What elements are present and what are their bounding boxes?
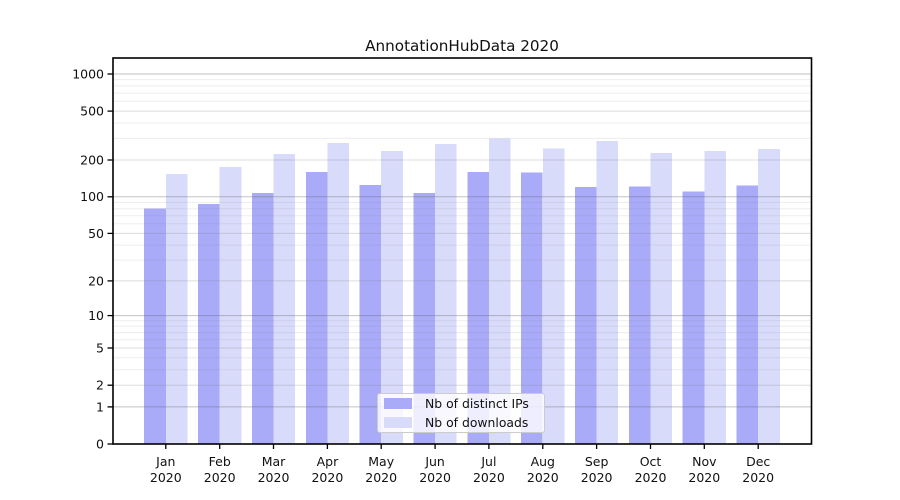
x-tick-label-year: 2020 (688, 470, 720, 485)
bar-downloads-jan[interactable] (165, 174, 188, 444)
x-tick-label-year: 2020 (473, 470, 505, 485)
y-tick-label: 500 (80, 104, 104, 119)
x-tick-label-month: Apr (317, 454, 339, 469)
x-tick-label-year: 2020 (258, 470, 290, 485)
legend-item-downloads: Nb of downloads (378, 414, 544, 431)
y-tick-label: 10 (88, 308, 104, 323)
x-tick-label-year: 2020 (527, 470, 559, 485)
bar-distinct-ips-aug[interactable] (521, 172, 543, 445)
bar-downloads-dec[interactable] (758, 148, 780, 444)
x-tick-label-month: Oct (640, 454, 662, 469)
x-tick-label-month: Dec (746, 454, 770, 469)
bar-distinct-ips-jun[interactable] (413, 192, 435, 444)
x-tick-label-year: 2020 (204, 470, 236, 485)
x-tick-label-year: 2020 (581, 470, 613, 485)
x-tick-label-month: Jan (155, 454, 175, 469)
y-tick-label: 1 (96, 399, 104, 414)
x-tick-label-year: 2020 (365, 470, 397, 485)
chart-title: AnnotationHubData 2020 (365, 37, 559, 55)
bar-downloads-may[interactable] (381, 150, 403, 444)
legend-label-downloads: Nb of downloads (425, 414, 529, 430)
legend: Nb of distinct IPs Nb of downloads (377, 393, 545, 433)
x-tick-label-month: Feb (209, 454, 231, 469)
x-tick-label-month: Mar (262, 454, 286, 469)
x-tick-label-year: 2020 (742, 470, 774, 485)
x-tick-label-month: Nov (692, 454, 717, 469)
y-tick-label: 200 (80, 152, 104, 167)
x-tick-label-year: 2020 (150, 470, 182, 485)
y-tick-label: 5 (96, 340, 104, 355)
x-tick-label-month: Sep (585, 454, 609, 469)
legend-label-distinct-ips: Nb of distinct IPs (425, 396, 529, 412)
x-tick-label-month: Jun (424, 454, 445, 469)
y-tick-label: 2 (96, 378, 104, 393)
y-tick-label: 50 (88, 226, 104, 241)
x-tick-label-year: 2020 (419, 470, 451, 485)
bar-distinct-ips-apr[interactable] (305, 172, 328, 444)
axis-frame (112, 57, 813, 445)
bar-downloads-nov[interactable] (704, 151, 726, 444)
bar-downloads-oct[interactable] (650, 153, 673, 444)
bar-downloads-jul[interactable] (488, 138, 511, 444)
bar-downloads-sep[interactable] (596, 141, 619, 444)
y-tick-label: 1000 (72, 66, 104, 81)
bar-downloads-feb[interactable] (219, 166, 242, 445)
y-tick-label: 20 (88, 273, 104, 288)
bar-distinct-ips-may[interactable] (359, 185, 382, 444)
bar-distinct-ips-jul[interactable] (467, 171, 489, 444)
legend-item-distinct-ips: Nb of distinct IPs (378, 395, 544, 412)
bar-distinct-ips-jan[interactable] (144, 208, 166, 444)
bar-distinct-ips-feb[interactable] (198, 204, 220, 444)
x-tick-label-month: May (368, 454, 394, 469)
bar-downloads-aug[interactable] (542, 148, 565, 445)
x-tick-label-year: 2020 (635, 470, 667, 485)
bar-distinct-ips-sep[interactable] (575, 187, 597, 444)
x-tick-label-month: Aug (531, 454, 555, 469)
bar-distinct-ips-dec[interactable] (736, 185, 759, 444)
bar-distinct-ips-oct[interactable] (628, 186, 651, 445)
bar-distinct-ips-nov[interactable] (682, 191, 705, 444)
legend-swatch-distinct-ips (384, 398, 412, 410)
x-tick-label-month: Jul (480, 454, 496, 469)
legend-swatch-downloads (384, 416, 412, 428)
bar-downloads-jun[interactable] (435, 144, 457, 444)
bar-downloads-mar[interactable] (273, 154, 296, 444)
y-tick-label: 0 (96, 436, 104, 451)
bar-distinct-ips-mar[interactable] (251, 193, 274, 444)
bar-downloads-apr[interactable] (327, 143, 349, 444)
x-tick-label-year: 2020 (311, 470, 343, 485)
y-tick-label: 100 (80, 189, 104, 204)
